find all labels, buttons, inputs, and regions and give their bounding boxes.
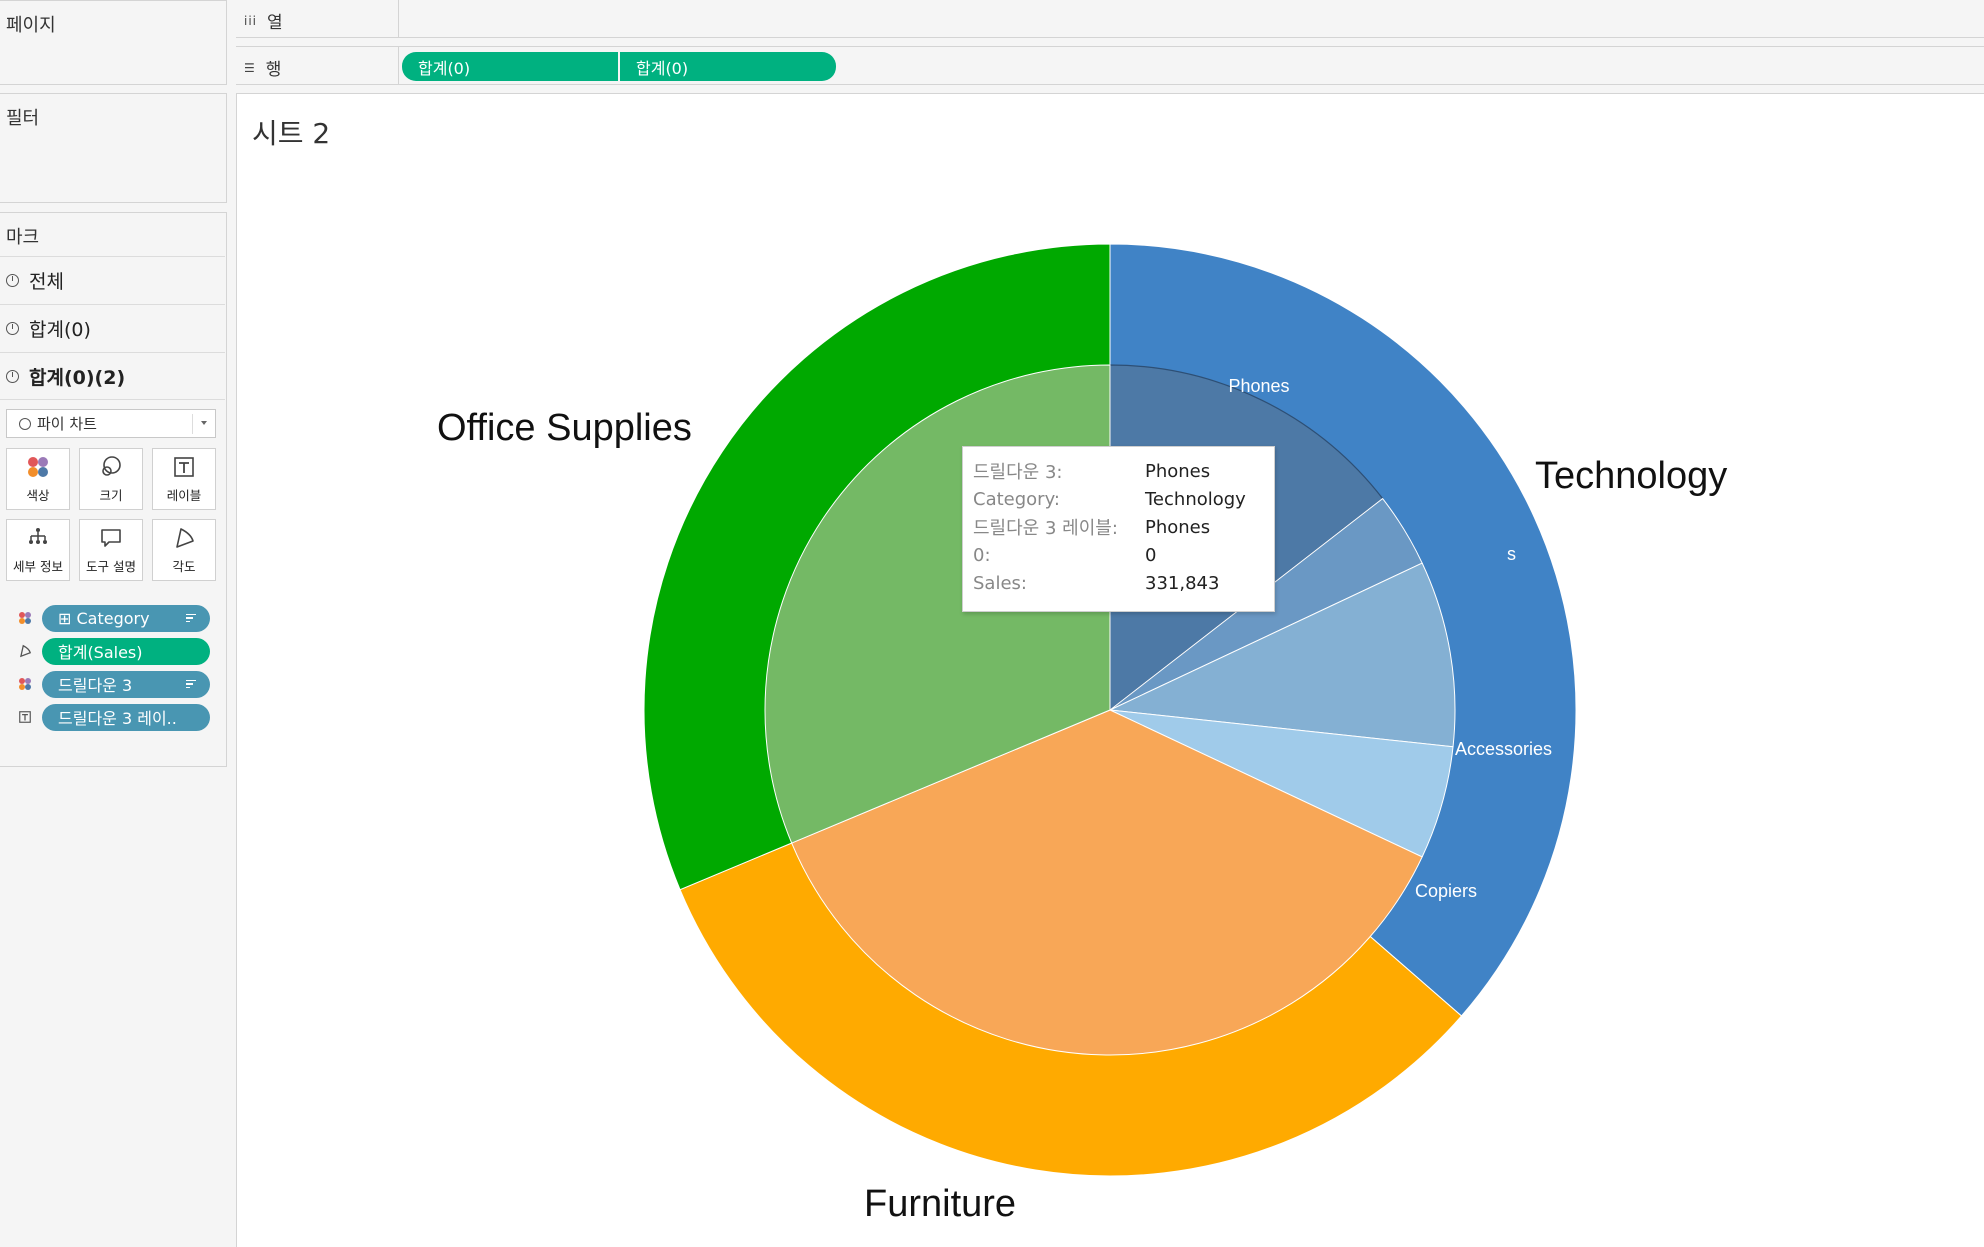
sum-sales-pill[interactable]: 합계(Sales): [42, 638, 210, 665]
marks-layer-label: 전체: [29, 267, 64, 294]
worksheet-view[interactable]: 시트 2 Technology Office Supplies Furnitur…: [236, 93, 1984, 1247]
pie-icon: [6, 322, 19, 335]
color-dots-icon: [16, 675, 34, 693]
tooltip-button-label: 도구 설명: [86, 556, 136, 575]
angle-wedge-icon: [16, 642, 34, 660]
drilldown-3-label-pill[interactable]: 드릴다운 3 레이..: [42, 704, 210, 731]
color-dots-icon: [26, 455, 50, 479]
marks-card-title: 마크: [6, 223, 39, 249]
columns-shelf-text: 열: [267, 8, 283, 33]
rows-shelf-text: 행: [266, 55, 282, 80]
marks-field-row: 드릴다운 3: [0, 669, 225, 699]
pages-shelf[interactable]: 페이지: [0, 0, 227, 85]
marks-card: 마크 전체 합계(0) 합계(0)(2) 파이 차트 색상: [0, 212, 227, 767]
text-label-icon: [16, 708, 34, 726]
filters-shelf-title: 필터: [6, 104, 39, 130]
tooltip-key: 0:: [973, 545, 1145, 566]
label-accessories: Accessories: [1455, 739, 1552, 759]
rows-icon: ☰: [244, 61, 256, 75]
rows-shelf-label: ☰ 행: [244, 55, 281, 80]
drilldown-3-pill[interactable]: 드릴다운 3: [42, 671, 210, 698]
size-button-label: 크기: [99, 485, 122, 504]
pill-label: ⊞ Category: [58, 609, 150, 628]
marks-layer-sum-0-2[interactable]: 합계(0)(2): [0, 352, 225, 400]
mark-type-dropdown[interactable]: 파이 차트: [6, 409, 216, 438]
marks-layer-all[interactable]: 전체: [0, 256, 225, 304]
text-label-icon: [172, 455, 196, 479]
marks-layer-sum-0[interactable]: 합계(0): [0, 304, 225, 352]
marks-layer-label: 합계(0)(2): [29, 363, 125, 390]
angle-wedge-icon: [172, 526, 196, 550]
columns-shelf[interactable]: iii 열: [236, 0, 1984, 38]
tooltip: 드릴다운 3: Phones Category: Technology 드릴다운 3…: [962, 446, 1275, 612]
sort-icon: [186, 680, 196, 691]
shelf-divider: [398, 0, 399, 37]
label-furniture: Furniture: [864, 1183, 1016, 1225]
tooltip-value: Phones: [1145, 461, 1210, 482]
size-button[interactable]: 크기: [79, 448, 143, 510]
columns-shelf-label: iii 열: [244, 8, 283, 33]
tooltip-value: 331,843: [1145, 573, 1219, 594]
hierarchy-icon: [26, 526, 50, 550]
pie-icon: [6, 274, 19, 287]
label-technology: Technology: [1535, 455, 1727, 497]
tooltip-button[interactable]: 도구 설명: [79, 519, 143, 581]
detail-button-label: 세부 정보: [13, 556, 63, 575]
chevron-down-icon: [201, 421, 207, 425]
pill-label: 합계(Sales): [58, 639, 143, 663]
label-phones: Phones: [1228, 376, 1289, 396]
donut-chart[interactable]: Technology Office Supplies Furniture Pho…: [237, 94, 1984, 1247]
tooltip-value: Technology: [1145, 489, 1246, 510]
tooltip-row: 드릴다운 3: Phones: [973, 457, 1274, 485]
label-office-supplies: Office Supplies: [437, 407, 692, 449]
pill-label: 드릴다운 3: [58, 672, 132, 696]
label-button[interactable]: 레이블: [152, 448, 216, 510]
marks-field-row: 합계(Sales): [0, 636, 225, 666]
detail-button[interactable]: 세부 정보: [6, 519, 70, 581]
marks-layer-label: 합계(0): [29, 315, 91, 342]
rows-pill-sum-0-2[interactable]: 합계(0): [620, 52, 836, 81]
color-dots-icon: [16, 609, 34, 627]
marks-field-row: ⊞ Category: [0, 603, 225, 633]
tooltip-value: 0: [1145, 545, 1156, 566]
dropdown-separator: [192, 414, 193, 434]
tooltip-key: Sales:: [973, 573, 1145, 594]
angle-button-label: 각도: [172, 556, 195, 575]
tooltip-value: Phones: [1145, 517, 1210, 538]
pill-label: 드릴다운 3 레이..: [58, 705, 177, 729]
color-button-label: 색상: [26, 485, 49, 504]
angle-button[interactable]: 각도: [152, 519, 216, 581]
label-machines-partial: s: [1507, 544, 1516, 564]
tooltip-row: Category: Technology: [973, 485, 1274, 513]
tooltip-key: Category:: [973, 489, 1145, 510]
pie-icon: [6, 370, 19, 383]
shelf-divider: [398, 47, 399, 84]
speech-bubble-icon: [99, 526, 123, 550]
size-circles-icon: [99, 455, 123, 479]
columns-icon: iii: [244, 14, 257, 28]
sort-icon: [186, 614, 196, 625]
marks-field-row: 드릴다운 3 레이..: [0, 702, 225, 732]
mark-type-value: 파이 차트: [37, 413, 97, 434]
label-copiers: Copiers: [1415, 881, 1477, 901]
tooltip-row: 드릴다운 3 레이블: Phones: [973, 513, 1274, 541]
tooltip-row: 0: 0: [973, 541, 1274, 569]
rows-pill-sum-0[interactable]: 합계(0): [402, 52, 618, 81]
color-button[interactable]: 색상: [6, 448, 70, 510]
label-button-label: 레이블: [167, 485, 202, 504]
filters-shelf[interactable]: 필터: [0, 93, 227, 203]
tooltip-key: 드릴다운 3 레이블:: [973, 514, 1145, 540]
pie-icon: [19, 418, 31, 430]
rows-shelf[interactable]: ☰ 행 합계(0) 합계(0): [236, 46, 1984, 85]
pages-shelf-title: 페이지: [6, 11, 56, 37]
tooltip-key: 드릴다운 3:: [973, 458, 1145, 484]
category-pill[interactable]: ⊞ Category: [42, 605, 210, 632]
tooltip-row: Sales: 331,843: [973, 569, 1274, 597]
